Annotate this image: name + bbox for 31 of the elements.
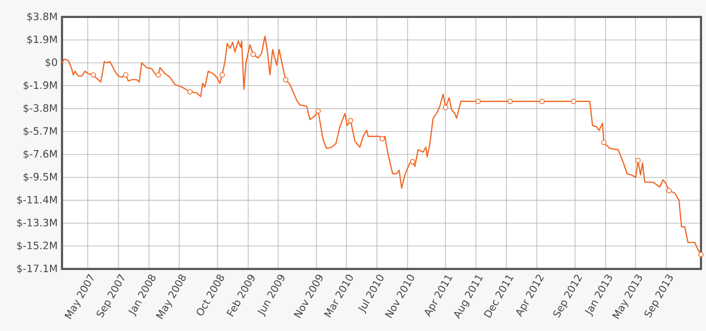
y-tick-label: $-1.9M [24, 81, 57, 90]
y-tick-label: $-13.3M [17, 218, 57, 228]
y-tick-label: $-7.6M [24, 150, 57, 160]
point [601, 140, 606, 146]
point [123, 72, 128, 78]
point [475, 98, 481, 104]
point [442, 104, 448, 110]
y-tick-label: $-17.1M [17, 264, 57, 274]
point [666, 188, 672, 194]
y-tick-label: $-15.2M [17, 241, 57, 251]
point [315, 108, 321, 114]
y-tick-label: $-3.8M [24, 104, 57, 114]
point [507, 98, 513, 104]
point [156, 72, 161, 78]
point [348, 118, 354, 124]
point [635, 158, 641, 164]
point [90, 72, 96, 78]
point [410, 159, 416, 164]
y-tick-label: $1.9M [27, 35, 57, 44]
y-tick-label: $3.8M [27, 12, 57, 22]
point [220, 72, 225, 78]
point [539, 98, 545, 104]
point [379, 136, 385, 142]
y-tick-label: $-9.5M [24, 172, 57, 182]
y-tick-label: $0 [46, 58, 58, 68]
point [283, 77, 288, 82]
point [187, 89, 193, 94]
point [570, 98, 576, 104]
point [250, 52, 256, 58]
y-tick-label: $-11.4M [17, 196, 57, 205]
y-tick-label: $-5.7M [24, 126, 57, 136]
